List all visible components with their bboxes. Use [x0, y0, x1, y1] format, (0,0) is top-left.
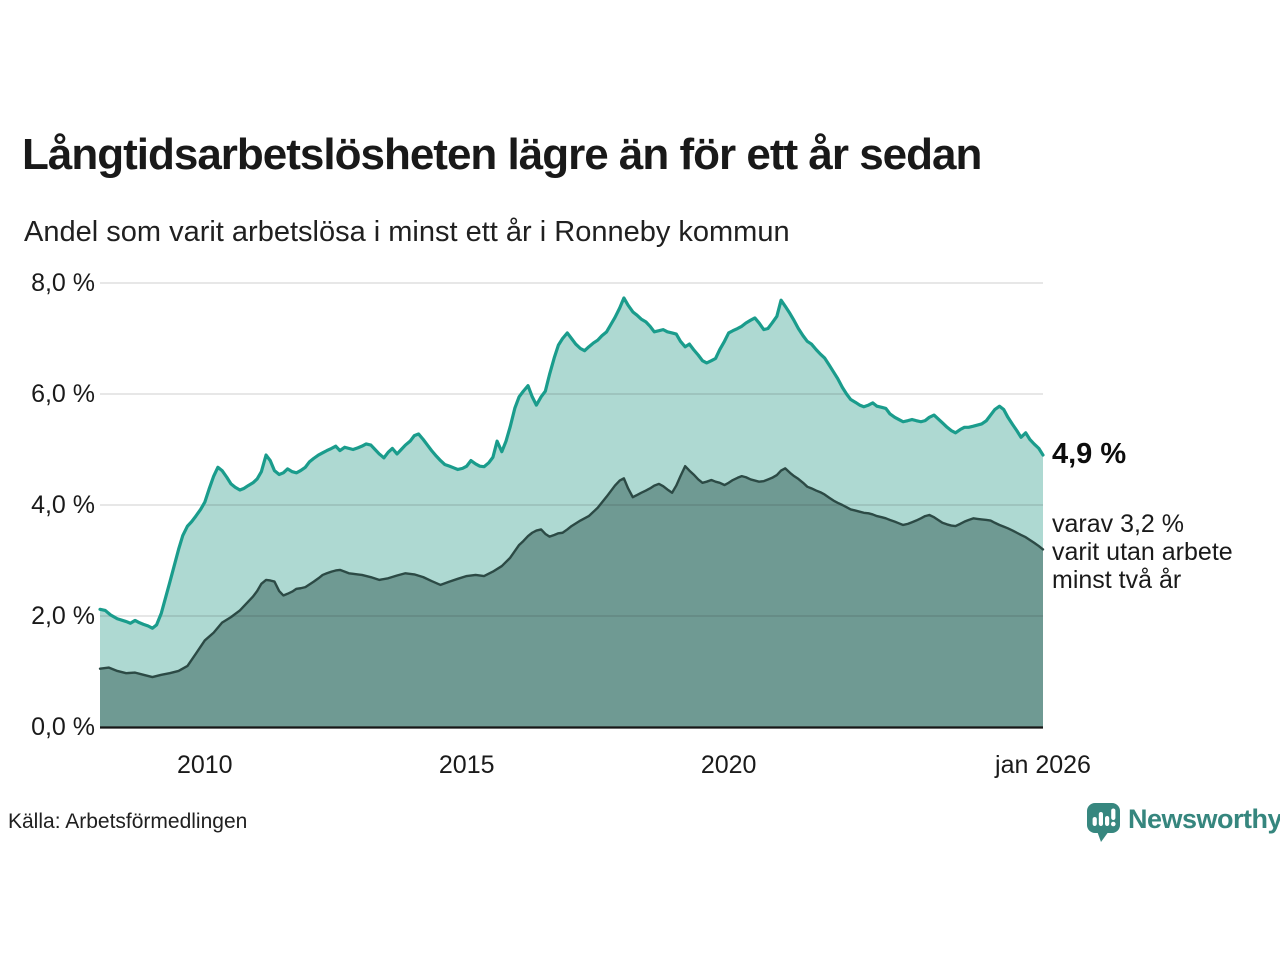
y-tick-label: 2,0 % — [31, 602, 95, 630]
series-end-value-label: 4,9 % — [1052, 438, 1127, 470]
x-tick-label: jan 2026 — [995, 751, 1091, 779]
series-0-area — [100, 297, 1043, 727]
y-tick-label: 0,0 % — [31, 713, 95, 741]
newsworthy-logo: Newsworthy — [1086, 802, 1280, 843]
source-note: Källa: Arbetsförmedlingen — [8, 810, 248, 833]
series-0-line — [98, 296, 1045, 630]
y-tick-label: 8,0 % — [31, 269, 95, 297]
end-note-line: varit utan arbete — [1052, 538, 1233, 566]
series-1-line — [98, 464, 1045, 679]
newsworthy-wordmark: Newsworthy — [1128, 804, 1280, 834]
series-1-area — [100, 466, 1043, 727]
end-note-line: varav 3,2 % — [1052, 510, 1185, 538]
x-tick-label: 2010 — [176, 751, 233, 779]
x-tick-label: 2020 — [700, 751, 757, 779]
end-note-line: minst två år — [1052, 566, 1182, 594]
x-tick-label: 2015 — [438, 751, 495, 779]
series2-end-note: varav 3,2 % varit utan arbete minst två … — [1052, 510, 1233, 594]
chart-title: Långtidsarbetslösheten lägre än för ett … — [22, 130, 982, 179]
chart-subtitle: Andel som varit arbetslösa i minst ett å… — [24, 216, 790, 248]
newsworthy-logo-icon — [1087, 803, 1120, 842]
y-tick-label: 4,0 % — [31, 491, 95, 519]
y-tick-label: 6,0 % — [31, 380, 95, 408]
